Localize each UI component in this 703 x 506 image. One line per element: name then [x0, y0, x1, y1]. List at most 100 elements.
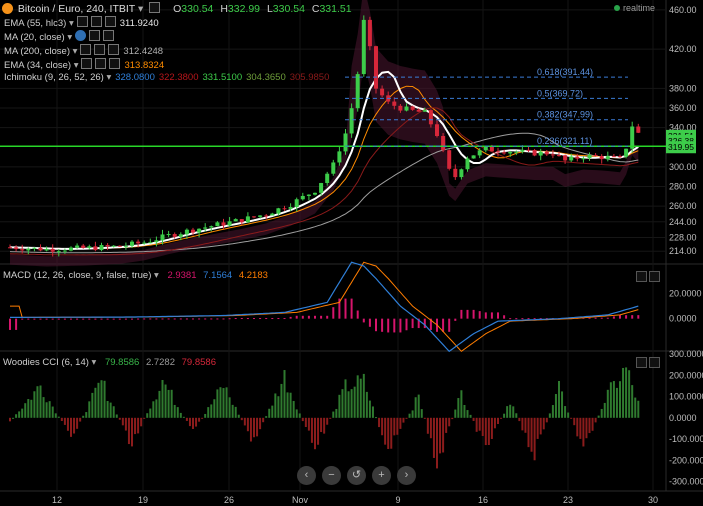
cci-histogram-bar — [335, 408, 338, 418]
nav-reset-button[interactable]: ↺ — [347, 466, 366, 485]
cci-histogram-bar — [240, 417, 243, 421]
cci-title[interactable]: Woodies CCI (6, 14) ▾ 79.8586 2.7282 79.… — [3, 357, 216, 368]
cci-histogram-bar — [146, 413, 149, 418]
candle-body — [575, 156, 580, 159]
cci-histogram-bar — [51, 406, 54, 418]
close-icon[interactable] — [108, 44, 120, 55]
eye-icon[interactable] — [81, 58, 93, 69]
cci-histogram-bar — [347, 391, 350, 418]
close-icon[interactable] — [103, 30, 115, 41]
macd-histogram-bar — [271, 318, 274, 320]
cci-histogram-bar — [213, 399, 216, 418]
macd-histogram-bar — [124, 318, 127, 320]
macd-settings-button[interactable] — [636, 271, 647, 282]
cci-histogram-bar — [231, 404, 234, 418]
candle-body — [44, 248, 49, 251]
time-tick-label: 23 — [563, 495, 573, 505]
candle-body — [111, 245, 116, 247]
candle-body — [288, 206, 293, 209]
cci-histogram-bar — [573, 417, 576, 426]
macd-histogram-bar — [368, 318, 371, 327]
price-tick-label: 380.00 — [669, 83, 697, 93]
candle-body — [465, 158, 470, 170]
cci-histogram-bar — [426, 417, 429, 434]
candle-body — [361, 19, 366, 75]
macd-histogram-bar — [222, 318, 225, 320]
symbol-title[interactable]: Bitcoin / Euro, 240, ITBIT — [17, 3, 136, 15]
close-icon[interactable] — [109, 58, 121, 69]
macd-histogram-bar — [198, 318, 201, 320]
settings-icon[interactable] — [90, 16, 102, 27]
cci-histogram-bar — [82, 415, 85, 418]
close-icon[interactable] — [104, 16, 116, 27]
cci-histogram-bar — [353, 386, 356, 418]
candle-body — [239, 219, 244, 223]
settings-icon[interactable] — [95, 58, 107, 69]
candle-body — [258, 215, 263, 217]
fibonacci-retracement[interactable]: 0.618(391.44) 0.5(369.72) 0.382(347.99) 0.2… — [345, 67, 628, 147]
cci-histogram-bar — [399, 417, 402, 429]
legend-item-1[interactable]: MA (20, close) ▾ — [4, 30, 118, 43]
nav-zoom-out-button[interactable]: − — [322, 466, 341, 485]
cci-histogram-bar — [365, 391, 368, 418]
settings-icon[interactable] — [89, 30, 101, 41]
symbol-dropdown-icon[interactable]: ▾ — [137, 3, 144, 15]
cci-histogram-bar — [588, 417, 591, 434]
cci-histogram-bar — [91, 392, 94, 418]
macd-histogram-bar — [246, 318, 249, 320]
candle-body — [154, 240, 159, 243]
cci-histogram-bar — [500, 417, 503, 419]
macd-histogram-bar — [411, 318, 414, 329]
cci-histogram-bar — [280, 383, 283, 418]
symbol-settings-button[interactable] — [149, 2, 161, 13]
nav-back-button[interactable]: ‹ — [297, 466, 316, 485]
legend-item-0[interactable]: EMA (55, hlc3) ▾ 311.9240 — [4, 16, 159, 29]
cci-histogram-bar — [195, 417, 198, 427]
chevron-down-icon[interactable]: ▾ — [103, 72, 112, 83]
nav-zoom-in-button[interactable]: + — [372, 466, 391, 485]
macd-histogram-bar — [515, 318, 518, 320]
legend-value: 322.3800 — [158, 72, 199, 83]
chevron-down-icon[interactable]: ▾ — [64, 32, 73, 43]
macd-histogram-bar — [399, 318, 402, 333]
macd-histogram-bar — [307, 315, 310, 319]
settings-icon[interactable] — [94, 44, 106, 55]
cci-histogram-bar — [567, 412, 570, 418]
cci-histogram-bar — [570, 417, 573, 419]
candle-body — [62, 250, 67, 252]
nav-forward-button[interactable]: › — [397, 466, 416, 485]
cci-histogram-bar — [448, 417, 451, 427]
cci-histogram-bar — [79, 417, 82, 422]
chevron-down-icon[interactable]: ▾ — [66, 18, 74, 29]
eye-icon[interactable] — [80, 44, 92, 55]
symbol-header[interactable]: Bitcoin / Euro, 240, ITBIT ▾ O330.54 H33… — [2, 2, 352, 15]
legend-item-2[interactable]: MA (200, close) ▾ 312.4248 — [4, 44, 163, 57]
eye-icon[interactable] — [75, 30, 87, 41]
time-tick-label: 16 — [478, 495, 488, 505]
cci-histogram-bar — [478, 417, 481, 431]
cci-histogram-bar — [490, 417, 493, 439]
cci-histogram-bar — [76, 417, 79, 429]
cci-settings-button[interactable] — [636, 357, 647, 368]
chevron-down-icon[interactable]: ▾ — [70, 46, 78, 57]
candle-body — [428, 110, 433, 125]
macd-histogram-bar — [350, 298, 353, 319]
candle-body — [245, 216, 250, 223]
macd-histogram-bar — [527, 318, 530, 320]
candle-body — [410, 106, 415, 110]
legend-item-ichimoku[interactable]: Ichimoku (9, 26, 52, 26) ▾ 328.0800 322.38… — [4, 72, 329, 83]
macd-histogram-bar — [338, 298, 341, 319]
cci-histogram-bar — [439, 417, 442, 454]
candle-body — [123, 245, 128, 247]
cci-histogram-bar — [265, 416, 268, 418]
cci-histogram-bar — [176, 407, 179, 418]
cci-histogram-bar — [173, 404, 176, 418]
cci-maximize-button[interactable] — [649, 357, 660, 368]
chevron-down-icon[interactable]: ▾ — [71, 60, 79, 71]
price-badge-label: 326.38 — [668, 136, 694, 146]
legend-item-3[interactable]: EMA (34, close) ▾ 313.8324 — [4, 58, 164, 71]
macd-maximize-button[interactable] — [649, 271, 660, 282]
macd-title[interactable]: MACD (12, 26, close, 9, false, true) ▾ 2… — [3, 270, 268, 281]
candle-body — [130, 241, 134, 246]
eye-icon[interactable] — [76, 16, 88, 27]
